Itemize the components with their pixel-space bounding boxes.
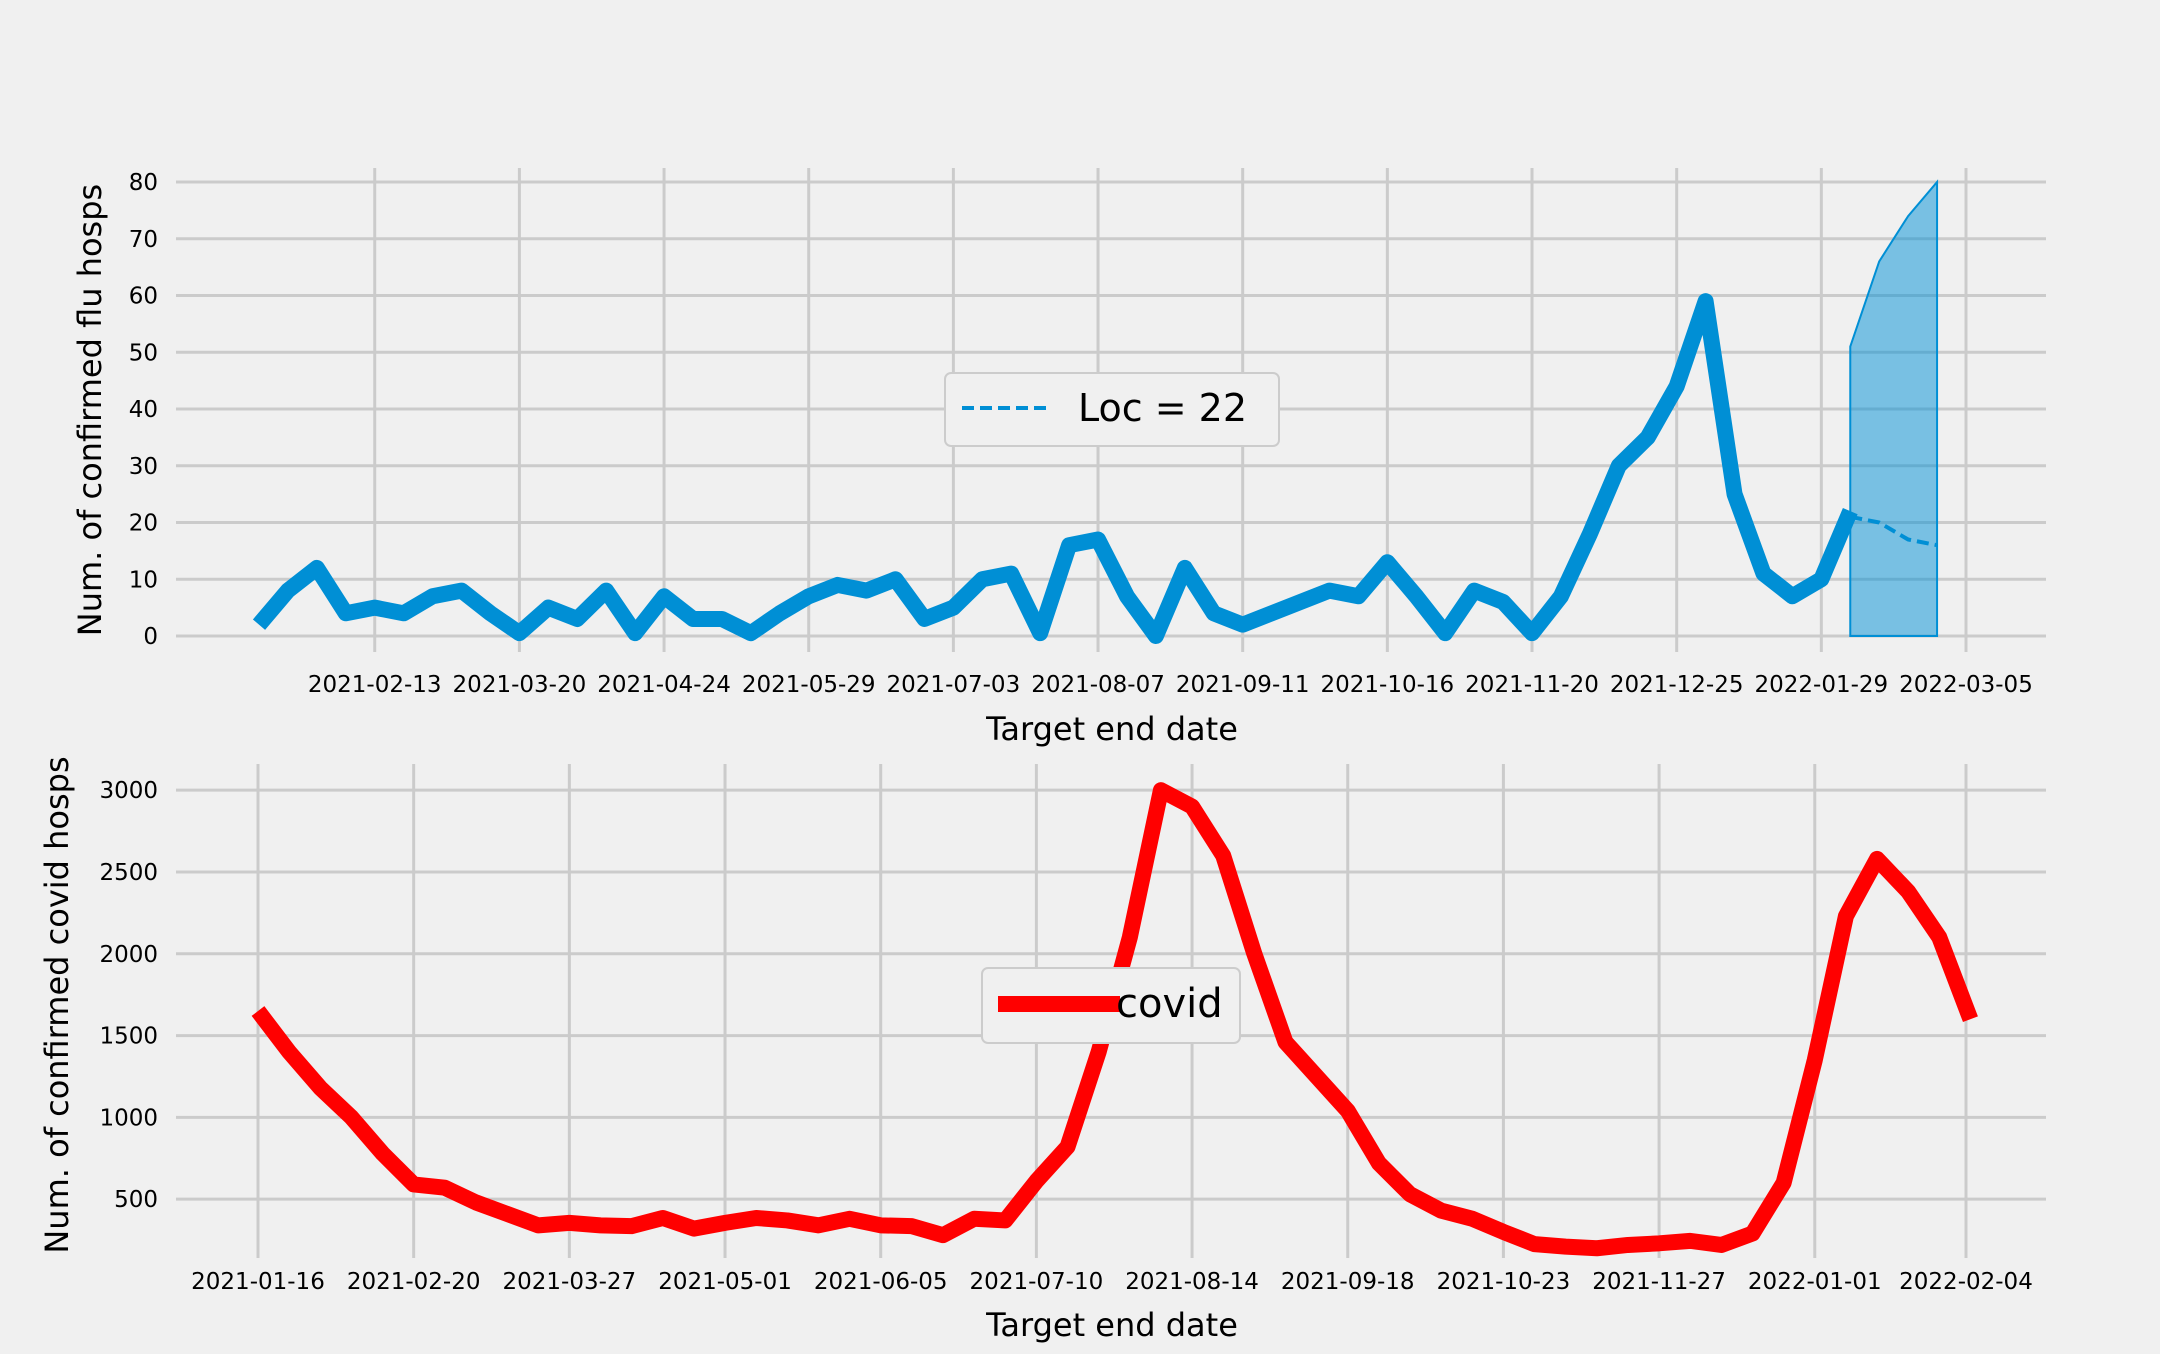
- covid-y-tick-label: 1500: [99, 1024, 158, 1050]
- flu-series-line-1: [1849, 514, 1938, 548]
- flu-x-tick-label: 2021-11-20: [1465, 672, 1599, 698]
- covid-x-tick-label: 2021-07-10: [970, 1269, 1104, 1295]
- flu-x-tick-label: 2021-03-20: [453, 672, 587, 698]
- flu-y-tick-label: 20: [129, 511, 158, 537]
- covid-x-tick-label: 2022-02-04: [1899, 1269, 2033, 1295]
- flu-series-layer: [252, 179, 1939, 644]
- covid-y-tick-label: 3000: [99, 778, 158, 804]
- covid-x-tick-label: 2021-11-27: [1592, 1269, 1726, 1295]
- covid-x-tick-label: 2021-03-27: [503, 1269, 637, 1295]
- covid-legend-label: covid: [1116, 981, 1223, 1027]
- covid-x-tick-label: 2021-01-16: [191, 1269, 325, 1295]
- covid-x-tick-label: 2021-08-14: [1125, 1269, 1259, 1295]
- flu-x-tick-label: 2022-01-29: [1755, 672, 1889, 698]
- flu-y-tick-labels: 0 10 20 30 40 50 60 70 80: [129, 170, 158, 650]
- flu-legend-box: [944, 372, 1280, 447]
- covid-y-tick-label: 1000: [99, 1105, 158, 1131]
- flu-x-tick-label: 2021-08-07: [1031, 672, 1165, 698]
- flu-x-tick-label: 2021-09-11: [1176, 672, 1310, 698]
- flu-y-tick-label: 40: [129, 397, 158, 423]
- flu-series-line-0: [252, 293, 1858, 644]
- covid-legend: covid: [981, 967, 1241, 1044]
- covid-y-axis-label: Num. of confirmed covid hosps: [38, 756, 76, 1253]
- covid-x-tick-label: 2021-05-01: [658, 1269, 792, 1295]
- covid-x-axis-label: Target end date: [985, 1306, 1238, 1344]
- flu-forecast-band: [1849, 179, 1939, 637]
- flu-x-axis-label: Target end date: [985, 710, 1238, 748]
- covid-y-tick-label: 500: [114, 1187, 158, 1213]
- flu-x-tick-label: 2021-05-29: [742, 672, 876, 698]
- covid-x-tick-label: 2021-06-05: [814, 1269, 948, 1295]
- flu-y-tick-label: 10: [129, 567, 158, 593]
- covid-x-tick-labels: 2021-01-16 2021-02-20 2021-03-27 2021-05-01…: [191, 1269, 2033, 1295]
- flu-x-tick-label: 2021-12-25: [1610, 672, 1744, 698]
- flu-legend: Loc = 22: [944, 372, 1280, 447]
- flu-y-tick-label: 70: [129, 227, 158, 253]
- flu-x-tick-labels: 2021-02-13 2021-03-20 2021-04-24 2021-05-29…: [308, 672, 2033, 698]
- covid-x-tick-label: 2022-01-01: [1748, 1269, 1882, 1295]
- covid-x-tick-label: 2021-10-23: [1437, 1269, 1571, 1295]
- flu-y-tick-label: 50: [129, 340, 158, 366]
- covid-y-tick-labels: 500 1000 1500 2000 2500 3000: [99, 778, 158, 1213]
- flu-y-tick-label: 60: [129, 284, 158, 310]
- flu-x-tick-label: 2021-10-16: [1321, 672, 1455, 698]
- flu-y-tick-label: 80: [129, 170, 158, 196]
- flu-y-tick-label: 0: [143, 624, 158, 650]
- covid-y-tick-label: 2000: [99, 942, 158, 968]
- flu-x-tick-label: 2021-04-24: [597, 672, 731, 698]
- flu-legend-label: Loc = 22: [1078, 386, 1247, 430]
- flu-x-tick-label: 2022-03-05: [1899, 672, 2033, 698]
- covid-x-tick-label: 2021-02-20: [347, 1269, 481, 1295]
- covid-x-tick-label: 2021-09-18: [1281, 1269, 1415, 1295]
- flu-y-tick-label: 30: [129, 454, 158, 480]
- flu-x-tick-label: 2021-07-03: [887, 672, 1021, 698]
- covid-y-tick-label: 2500: [99, 860, 158, 886]
- flu-y-axis-label: Num. of confirmed flu hosps: [71, 184, 109, 636]
- flu-x-tick-label: 2021-02-13: [308, 672, 442, 698]
